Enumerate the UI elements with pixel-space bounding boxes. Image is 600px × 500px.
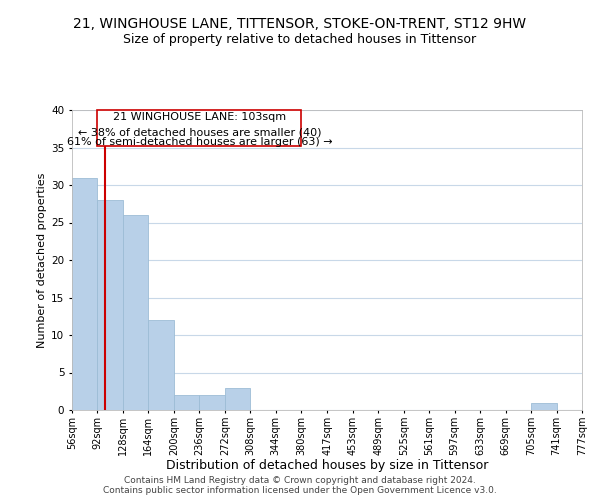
Bar xyxy=(531,402,557,410)
Text: 61% of semi-detached houses are larger (63) →: 61% of semi-detached houses are larger (… xyxy=(67,137,332,147)
Text: 21 WINGHOUSE LANE: 103sqm: 21 WINGHOUSE LANE: 103sqm xyxy=(113,112,286,122)
Y-axis label: Number of detached properties: Number of detached properties xyxy=(37,172,47,348)
Bar xyxy=(199,395,225,410)
Text: Size of property relative to detached houses in Tittensor: Size of property relative to detached ho… xyxy=(124,32,476,46)
Bar xyxy=(174,395,199,410)
Bar xyxy=(97,200,123,410)
Text: 21, WINGHOUSE LANE, TITTENSOR, STOKE-ON-TRENT, ST12 9HW: 21, WINGHOUSE LANE, TITTENSOR, STOKE-ON-… xyxy=(73,18,527,32)
Bar xyxy=(225,388,250,410)
Text: Contains HM Land Registry data © Crown copyright and database right 2024.: Contains HM Land Registry data © Crown c… xyxy=(124,476,476,485)
Bar xyxy=(148,320,174,410)
FancyBboxPatch shape xyxy=(97,110,301,146)
Bar xyxy=(72,178,97,410)
Bar xyxy=(123,215,148,410)
X-axis label: Distribution of detached houses by size in Tittensor: Distribution of detached houses by size … xyxy=(166,459,488,472)
Text: Contains public sector information licensed under the Open Government Licence v3: Contains public sector information licen… xyxy=(103,486,497,495)
Text: ← 38% of detached houses are smaller (40): ← 38% of detached houses are smaller (40… xyxy=(77,128,321,138)
